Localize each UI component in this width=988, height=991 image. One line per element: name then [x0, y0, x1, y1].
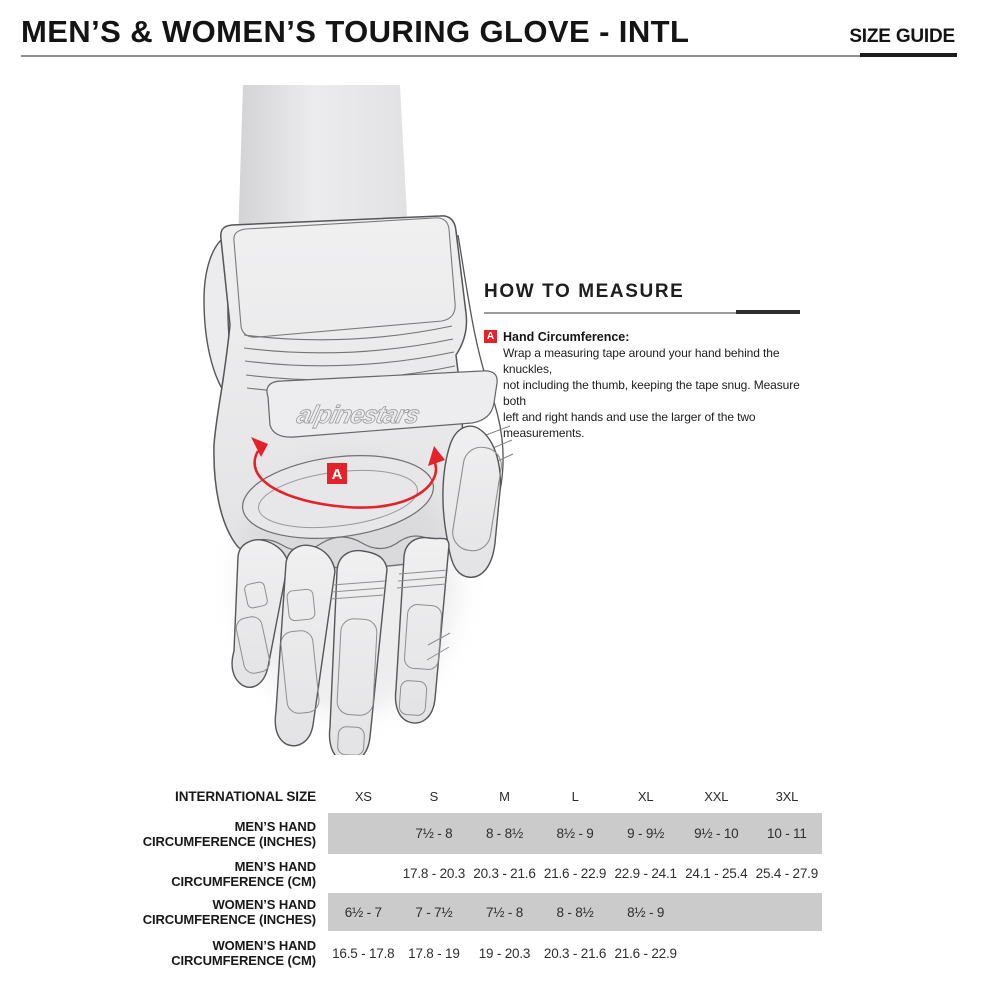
table-cell	[328, 813, 399, 854]
arm-shape	[238, 85, 408, 243]
measure-arrowhead-right	[428, 446, 445, 466]
page-title: MEN’S & WOMEN’S TOURING GLOVE - INTL	[21, 14, 690, 49]
table-cell: 22.9 - 24.1	[614, 866, 677, 881]
table-cell: 8 - 8½	[469, 813, 540, 854]
table-cell	[328, 854, 399, 893]
table-cell: 21.6 - 22.9	[543, 866, 607, 881]
column-header-l: L	[571, 788, 579, 804]
measure-text-block: Hand Circumference: Wrap a measuring tap…	[503, 329, 814, 441]
measure-text-line: Wrap a measuring tape around your hand b…	[503, 346, 780, 376]
column-header-3xl: 3XL	[775, 788, 799, 804]
table-row-mens-inches: MEN’S HAND CIRCUMFERENCE (INCHES) 7½ - 8…	[142, 813, 823, 854]
size-table-header-row: INTERNATIONAL SIZE XS S M L XL XXL 3XL	[150, 779, 822, 813]
column-header-xs: XS	[354, 788, 372, 804]
measure-marker-a-box	[327, 463, 347, 484]
table-cell: 10 - 11	[751, 813, 823, 854]
thumb-shape	[442, 425, 502, 578]
glove-illustration: alpinestars A	[203, 85, 514, 755]
table-cell: 7½ - 8	[398, 813, 470, 854]
column-header-m: M	[499, 788, 510, 804]
measure-tape-arc	[253, 450, 438, 509]
table-cell: 8 - 8½	[539, 893, 611, 931]
column-header-xxl: XXL	[704, 788, 729, 804]
measure-item-title: Hand Circumference:	[503, 330, 630, 344]
table-cell: 17.8 - 20.3	[402, 866, 466, 881]
table-cell: 6½ - 7	[328, 893, 399, 931]
table-cell: 24.1 - 25.4	[685, 866, 748, 881]
table-cell	[751, 893, 823, 931]
size-table: INTERNATIONAL SIZE XS S M L XL XXL 3XL M…	[142, 779, 823, 975]
table-header-label: INTERNATIONAL SIZE	[175, 788, 316, 804]
finger-index	[394, 536, 450, 724]
table-cell: 9½ - 10	[680, 813, 752, 854]
marker-a-icon: A	[484, 330, 497, 343]
table-cell: 16.5 - 17.8	[332, 945, 395, 961]
finger-pinky	[231, 539, 289, 688]
row-label: MEN’S HAND CIRCUMFERENCE (INCHES)	[142, 818, 316, 849]
table-row-mens-cm: MEN’S HAND CIRCUMFERENCE (CM) 17.8 - 20.…	[150, 854, 822, 893]
row-label: WOMEN’S HAND CIRCUMFERENCE (INCHES)	[142, 897, 316, 927]
table-cell: 19 - 20.3	[478, 945, 531, 961]
measure-marker-a-letter: A	[332, 466, 343, 483]
table-cell: 21.6 - 22.9	[614, 945, 677, 961]
column-header-s: S	[429, 788, 439, 804]
table-cell	[681, 931, 752, 975]
size-guide-label: SIZE GUIDE	[849, 26, 955, 47]
table-cell: 20.3 - 21.6	[543, 945, 607, 961]
cuff-liner-line	[233, 217, 456, 338]
table-cell: 8½ - 9	[610, 893, 681, 931]
measure-text-line: not including the thumb, keeping the tap…	[503, 378, 800, 408]
finger-detail-lines	[235, 569, 451, 755]
measure-arrowhead-left	[251, 437, 268, 457]
table-cell: 17.8 - 19	[408, 945, 460, 961]
header-divider	[21, 53, 957, 57]
how-to-measure-heading: HOW TO MEASURE	[484, 281, 685, 302]
knuckle-wavy-line	[241, 535, 433, 552]
table-cell	[752, 931, 823, 975]
table-cell	[680, 893, 752, 931]
table-cell: 20.3 - 21.6	[473, 866, 536, 881]
column-header-xl: XL	[637, 788, 654, 804]
how-to-measure-divider-accent	[736, 310, 800, 314]
how-to-measure-divider	[484, 310, 800, 314]
table-cell: 9 - 9½	[610, 813, 681, 854]
logo-panel	[266, 370, 498, 438]
header-divider-accent	[860, 53, 957, 57]
brand-logo-text: alpinestars	[294, 401, 423, 429]
table-cell: 8½ - 9	[539, 813, 611, 854]
measure-text-line: left and right hands and use the larger …	[503, 410, 756, 440]
how-to-measure-section: HOW TO MEASURE A Hand Circumference: Wra…	[484, 281, 814, 441]
measure-item-hand-circumference: A Hand Circumference: Wrap a measuring t…	[484, 329, 814, 441]
table-cell: 25.4 - 27.9	[755, 866, 819, 881]
finger-ring	[274, 544, 336, 747]
row-label: MEN’S HAND CIRCUMFERENCE (CM)	[171, 858, 316, 889]
table-cell: 7½ - 8	[469, 893, 540, 931]
row-label: WOMEN’S HAND CIRCUMFERENCE (CM)	[171, 938, 316, 968]
thumb-pad	[452, 446, 502, 552]
table-cell: 7 - 7½	[398, 893, 470, 931]
table-row-womens-cm: WOMEN’S HAND CIRCUMFERENCE (CM) 16.5 - 1…	[150, 931, 822, 975]
table-row-womens-inches: WOMEN’S HAND CIRCUMFERENCE (INCHES) 6½ -…	[142, 893, 823, 931]
